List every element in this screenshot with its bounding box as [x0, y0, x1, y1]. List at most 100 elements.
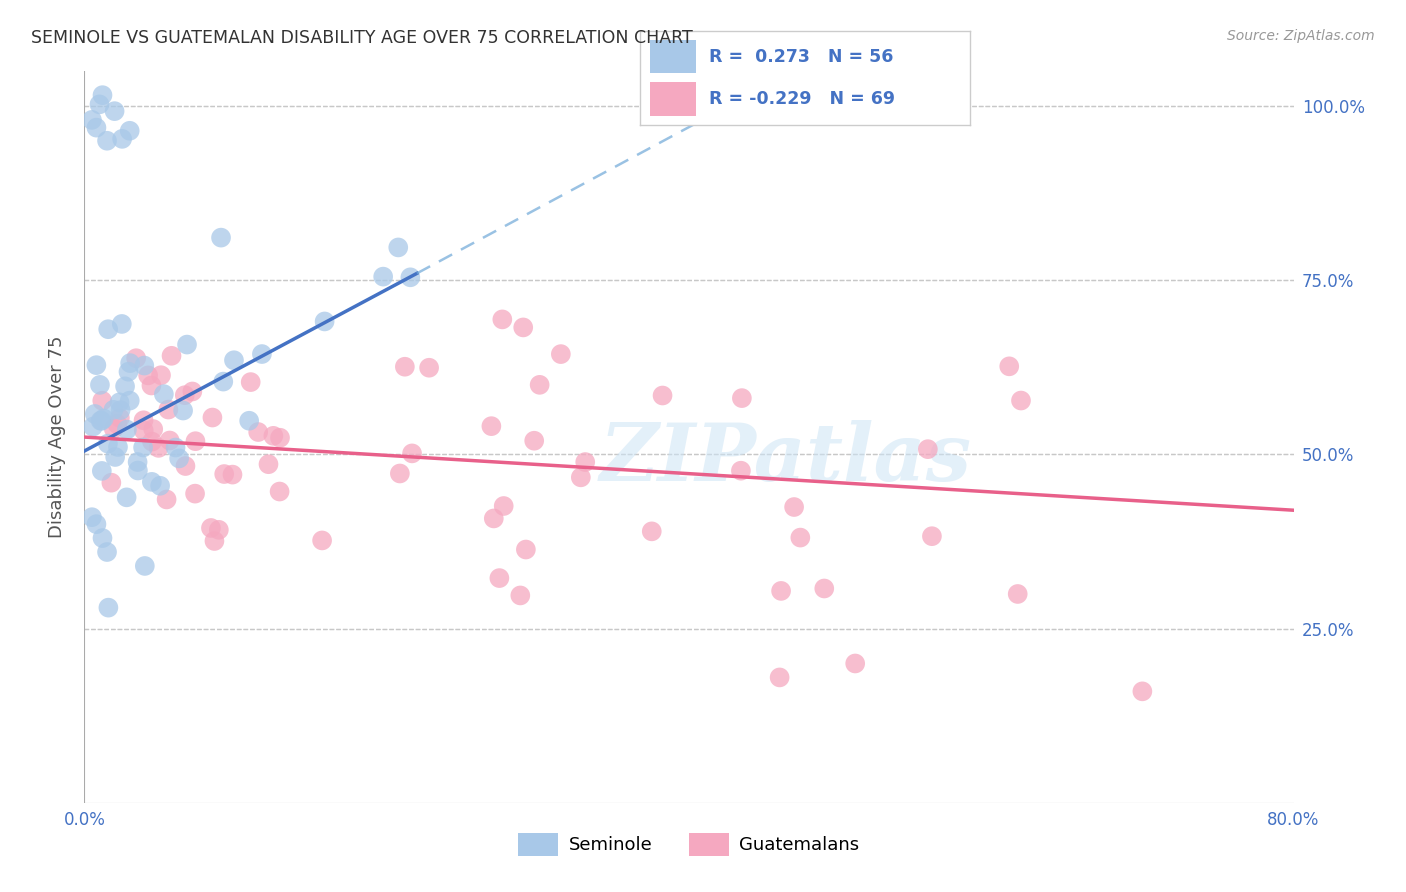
Point: [132, 424, 155, 438]
Point: [482, 511, 505, 525]
Point: [311, 533, 333, 548]
Point: [91, 531, 114, 545]
Point: [108, 395, 131, 409]
Point: [167, 451, 190, 466]
Point: [114, 379, 136, 393]
Point: [115, 423, 138, 437]
Point: [184, 486, 207, 500]
Legend: Seminole, Guatemalans: Seminole, Guatemalans: [512, 826, 866, 863]
Point: [96, 134, 118, 148]
Point: [212, 375, 235, 389]
Point: [550, 347, 572, 361]
Point: [118, 393, 141, 408]
Point: [100, 475, 122, 490]
Point: [574, 455, 596, 469]
Point: [388, 467, 411, 481]
Point: [239, 375, 262, 389]
Point: [209, 230, 232, 244]
Point: [165, 441, 187, 455]
Point: [314, 314, 336, 328]
Point: [174, 458, 197, 473]
Point: [569, 470, 592, 484]
Point: [141, 475, 163, 489]
Point: [184, 434, 207, 449]
Point: [269, 484, 291, 499]
Point: [104, 104, 127, 119]
Point: [155, 492, 177, 507]
Point: [90, 464, 112, 478]
Point: [247, 425, 270, 439]
FancyBboxPatch shape: [650, 39, 696, 73]
Point: [115, 491, 138, 505]
Point: [105, 417, 128, 431]
Point: [394, 359, 416, 374]
Point: [173, 388, 195, 402]
Point: [80, 510, 103, 524]
Point: [201, 410, 224, 425]
Point: [488, 571, 510, 585]
Point: [160, 349, 183, 363]
Point: [401, 446, 423, 460]
Point: [127, 455, 149, 469]
Point: [107, 440, 129, 454]
Text: ZIPatlas: ZIPatlas: [599, 420, 972, 498]
Point: [238, 414, 260, 428]
Point: [91, 88, 114, 103]
Point: [998, 359, 1021, 374]
Point: [512, 320, 534, 334]
Point: [104, 450, 127, 464]
Point: [90, 414, 112, 428]
Point: [212, 467, 235, 481]
Point: [262, 429, 284, 443]
Point: [125, 351, 148, 366]
Point: [479, 419, 502, 434]
Point: [86, 517, 108, 532]
Point: [108, 411, 131, 425]
Point: [917, 442, 939, 457]
Point: [149, 479, 172, 493]
Point: [641, 524, 664, 539]
Text: R =  0.273   N = 56: R = 0.273 N = 56: [709, 47, 893, 65]
Point: [134, 359, 156, 373]
Point: [157, 402, 180, 417]
Point: [221, 467, 243, 482]
Point: [120, 356, 142, 370]
Point: [418, 360, 440, 375]
Point: [250, 347, 273, 361]
Point: [111, 317, 134, 331]
Point: [172, 403, 194, 417]
Point: [83, 407, 105, 421]
Point: [89, 97, 111, 112]
Point: [86, 120, 108, 135]
Point: [150, 368, 173, 383]
Point: [1130, 684, 1153, 698]
Point: [86, 358, 108, 372]
Point: [844, 657, 866, 671]
Point: [111, 132, 134, 146]
Point: [769, 670, 792, 684]
Point: [491, 312, 513, 326]
Text: R = -0.229   N = 69: R = -0.229 N = 69: [709, 90, 896, 108]
Point: [789, 531, 811, 545]
Point: [103, 402, 125, 417]
Point: [82, 419, 104, 434]
Point: [118, 124, 141, 138]
Text: SEMINOLE VS GUATEMALAN DISABILITY AGE OVER 75 CORRELATION CHART: SEMINOLE VS GUATEMALAN DISABILITY AGE OV…: [31, 29, 693, 46]
Point: [515, 542, 537, 557]
Point: [97, 322, 120, 336]
Point: [399, 270, 422, 285]
Point: [730, 464, 752, 478]
Text: Source: ZipAtlas.com: Source: ZipAtlas.com: [1227, 29, 1375, 43]
Y-axis label: Disability Age Over 75: Disability Age Over 75: [48, 335, 66, 539]
Point: [159, 434, 181, 448]
Point: [103, 422, 125, 436]
Point: [176, 337, 198, 351]
Point: [208, 523, 231, 537]
Point: [142, 422, 165, 436]
Point: [529, 377, 551, 392]
Point: [90, 414, 112, 428]
Point: [141, 434, 163, 449]
Point: [269, 431, 291, 445]
Point: [523, 434, 546, 448]
Point: [921, 529, 943, 543]
